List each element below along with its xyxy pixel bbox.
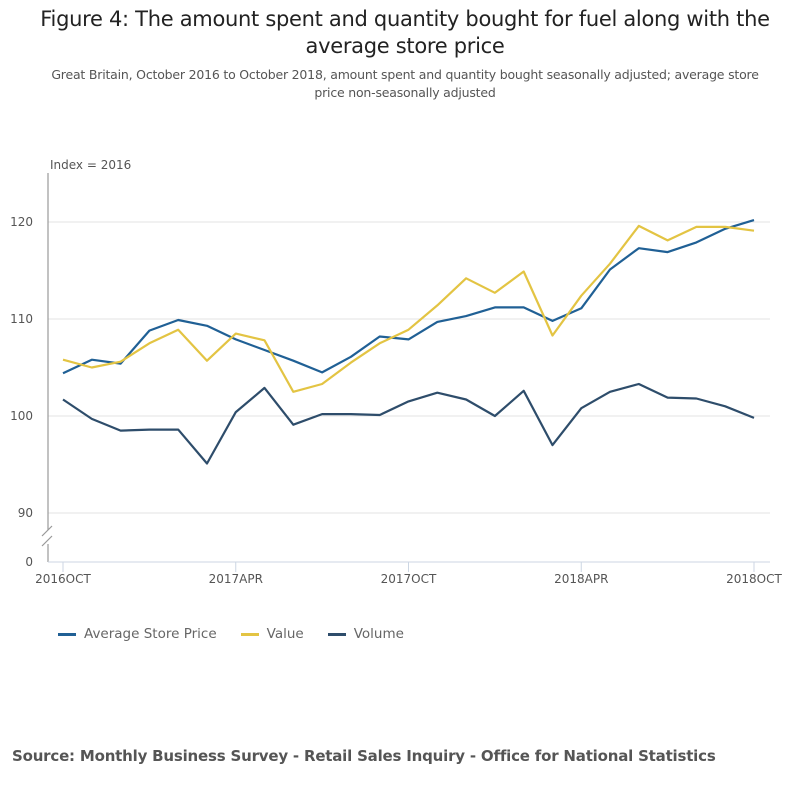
y-axis-label: Index = 2016 bbox=[50, 158, 131, 172]
x-tick-label: 2018OCT bbox=[726, 572, 782, 586]
legend-label: Value bbox=[266, 626, 304, 642]
y-tick-label: 110 bbox=[10, 312, 33, 326]
series-line-value bbox=[62, 224, 755, 393]
source-note: Source: Monthly Business Survey - Retail… bbox=[12, 747, 716, 765]
series-line-volume bbox=[62, 382, 755, 465]
chart-title: Figure 4: The amount spent and quantity … bbox=[40, 7, 770, 58]
legend-label: Volume bbox=[353, 626, 404, 642]
legend-swatch bbox=[327, 632, 346, 636]
legend-item-value[interactable]: Value bbox=[240, 626, 304, 642]
y-tick-label: 0 bbox=[25, 555, 33, 569]
tick-labels: 0 90 100 110 120 Index = 2016 2016OCT 2017APR 20… bbox=[10, 158, 782, 586]
legend-item-average-store-price[interactable]: Average Store Price bbox=[58, 626, 217, 642]
axis-break-mark bbox=[41, 535, 53, 547]
y-tick-label: 100 bbox=[10, 409, 33, 423]
x-tick-label: 2018APR bbox=[554, 572, 608, 586]
legend: Average Store Price Value Volume bbox=[58, 626, 404, 642]
legend-swatch bbox=[240, 632, 259, 636]
y-tick-label: 90 bbox=[18, 506, 33, 520]
x-tick-label: 2016OCT bbox=[35, 572, 91, 586]
x-tick-label: 2017OCT bbox=[381, 572, 437, 586]
series-lines bbox=[62, 219, 755, 465]
y-tick-label: 120 bbox=[10, 215, 33, 229]
legend-label: Average Store Price bbox=[84, 626, 217, 642]
axis-break-mark bbox=[41, 525, 53, 537]
axis-break-mask bbox=[40, 530, 56, 544]
chart-subtitle: Great Britain, October 2016 to October 2… bbox=[51, 67, 759, 100]
series-line-average-store-price bbox=[62, 219, 755, 375]
legend-swatch bbox=[58, 632, 76, 636]
x-tick-label: 2017APR bbox=[209, 572, 263, 586]
gridlines bbox=[48, 221, 770, 514]
legend-item-volume[interactable]: Volume bbox=[327, 626, 404, 642]
axes bbox=[40, 173, 770, 572]
